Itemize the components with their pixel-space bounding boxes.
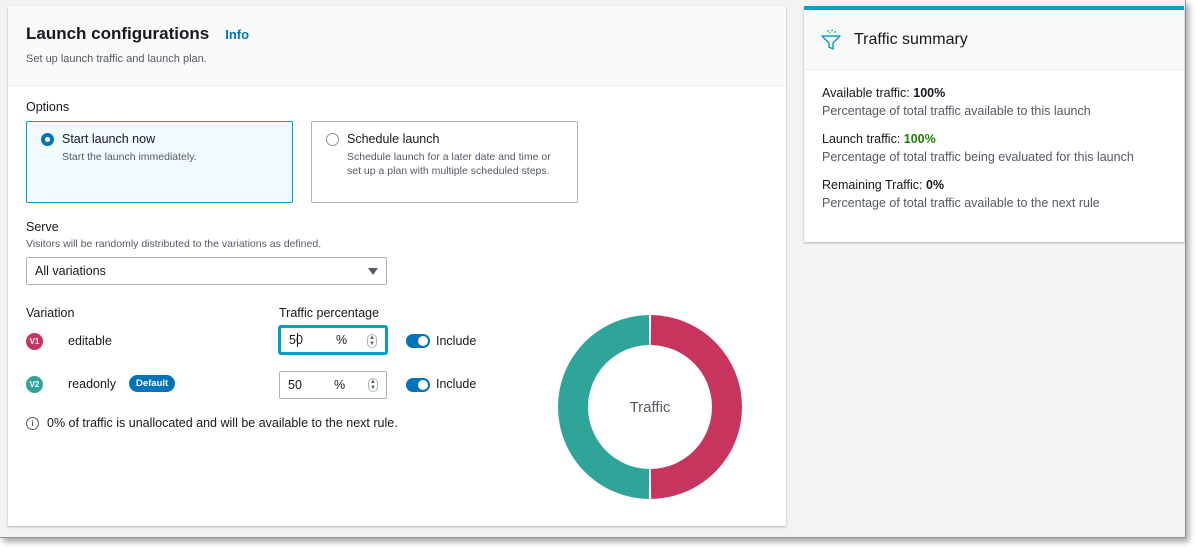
- serve-description: Visitors will be randomly distributed to…: [26, 238, 322, 250]
- option-description: Start the launch immediately.: [62, 151, 197, 163]
- stepper-icon[interactable]: ▲ ▼: [367, 334, 377, 348]
- variation-column-header: Variation: [26, 306, 75, 320]
- panel-header: Launch configurations Info Set up launch…: [8, 6, 786, 86]
- stat-value: 100%: [903, 132, 936, 146]
- available-traffic-stat: Available traffic: 100% Percentage of to…: [822, 86, 1166, 118]
- traffic-percentage-input-v1[interactable]: 50 % ▲ ▼: [279, 326, 387, 354]
- panel-description: Set up launch traffic and launch plan.: [26, 53, 207, 65]
- stat-value: 0%: [926, 178, 945, 192]
- stat-label: Available traffic:: [822, 86, 910, 100]
- summary-title: Traffic summary: [854, 30, 968, 48]
- stat-description: Percentage of total traffic being evalua…: [822, 150, 1134, 164]
- start-launch-now-option[interactable]: Start launch now Start the launch immedi…: [26, 121, 293, 203]
- stat-description: Percentage of total traffic available to…: [822, 196, 1100, 210]
- variation-name: readonly: [68, 377, 116, 391]
- launch-traffic-stat: Launch traffic: 100% Percentage of total…: [822, 132, 1166, 164]
- option-description: Schedule launch for a later date and tim…: [347, 151, 551, 177]
- traffic-summary-panel: Traffic summary Available traffic: 100% …: [804, 6, 1184, 242]
- stat-description: Percentage of total traffic available to…: [822, 104, 1091, 118]
- radio-selected-icon[interactable]: [41, 133, 54, 146]
- caret-down-icon: [368, 267, 378, 275]
- page-frame: Launch configurations Info Set up launch…: [0, 0, 1186, 538]
- traffic-percentage-input-v2[interactable]: 50 % ▲ ▼: [279, 371, 387, 399]
- launch-configurations-panel: Launch configurations Info Set up launch…: [8, 6, 786, 526]
- option-title: Schedule launch: [347, 132, 440, 146]
- donut-segment-readonly: [558, 315, 650, 499]
- unallocated-text: 0% of traffic is unallocated and will be…: [47, 416, 398, 430]
- donut-center-label: Traffic: [629, 398, 671, 416]
- variation-badge-v1: V1: [26, 333, 43, 350]
- traffic-value: 50: [289, 333, 303, 347]
- info-icon: i: [26, 416, 39, 430]
- include-toggle-v1[interactable]: [406, 334, 430, 348]
- traffic-donut-chart: [558, 315, 742, 499]
- percent-unit: %: [334, 378, 346, 392]
- serve-label: Serve: [26, 220, 59, 234]
- summary-header: Traffic summary: [804, 10, 1184, 70]
- text-cursor: [297, 333, 298, 347]
- serve-select[interactable]: All variations: [26, 257, 387, 285]
- donut-segment-editable: [650, 315, 742, 499]
- include-label: Include: [436, 377, 477, 391]
- stat-label: Remaining Traffic:: [822, 178, 923, 192]
- options-label: Options: [26, 100, 70, 114]
- default-badge: Default: [129, 375, 176, 392]
- radio-unselected-icon[interactable]: [326, 133, 339, 146]
- percent-unit: %: [336, 333, 348, 347]
- stat-value: 100%: [913, 86, 946, 100]
- stat-label: Launch traffic:: [822, 132, 901, 146]
- option-title: Start launch now: [62, 132, 156, 146]
- info-link[interactable]: Info: [225, 27, 250, 42]
- traffic-column-header: Traffic percentage: [279, 306, 380, 320]
- unallocated-note: i 0% of traffic is unallocated and will …: [26, 416, 398, 430]
- schedule-launch-option[interactable]: Schedule launch Schedule launch for a la…: [311, 121, 578, 203]
- include-toggle-v2[interactable]: [406, 378, 430, 392]
- include-label: Include: [436, 334, 477, 348]
- serve-select-value: All variations: [35, 264, 106, 278]
- traffic-value: 50: [288, 378, 302, 392]
- variation-name: editable: [68, 334, 112, 348]
- funnel-icon: [821, 29, 841, 50]
- variation-badge-v2: V2: [26, 376, 43, 393]
- panel-title: Launch configurations: [26, 24, 210, 43]
- stepper-icon[interactable]: ▲ ▼: [368, 378, 378, 392]
- remaining-traffic-stat: Remaining Traffic: 0% Percentage of tota…: [822, 178, 1166, 210]
